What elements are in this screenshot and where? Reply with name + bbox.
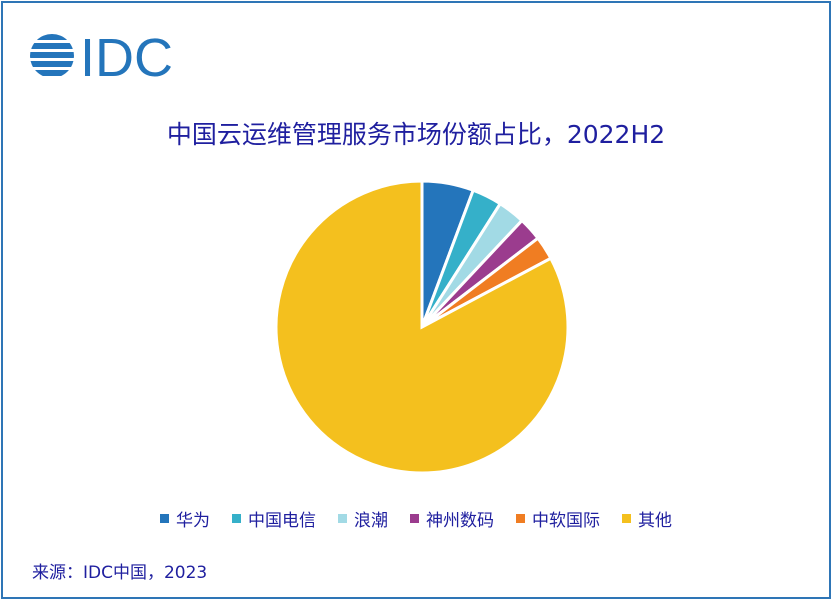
legend-label: 其他 — [638, 511, 672, 531]
legend-swatch — [232, 514, 241, 523]
idc-logo: IDC — [30, 28, 190, 88]
legend-item: 中软国际 — [516, 506, 600, 531]
legend-swatch — [160, 514, 169, 523]
legend-label: 中国电信 — [248, 511, 316, 531]
legend-item: 华为 — [160, 506, 210, 531]
legend-label: 华为 — [176, 511, 210, 531]
legend-swatch — [410, 514, 419, 523]
legend-label: 中软国际 — [532, 511, 600, 531]
pie-slice-5 — [274, 179, 570, 475]
svg-text:IDC: IDC — [80, 30, 173, 82]
legend: 华为 中国电信 浪潮 神州数码 中软国际 其他 — [0, 506, 832, 531]
legend-swatch — [622, 514, 631, 523]
source-note: 来源：IDC中国，2023 — [32, 563, 208, 583]
chart-title: 中国云运维管理服务市场份额占比，2022H2 — [166, 120, 666, 149]
legend-swatch — [338, 514, 347, 523]
legend-item: 中国电信 — [232, 506, 316, 531]
legend-item: 其他 — [622, 506, 672, 531]
legend-swatch — [516, 514, 525, 523]
legend-item: 浪潮 — [338, 506, 388, 531]
legend-label: 浪潮 — [354, 511, 388, 531]
legend-item: 神州数码 — [410, 506, 494, 531]
legend-label: 神州数码 — [426, 511, 494, 531]
